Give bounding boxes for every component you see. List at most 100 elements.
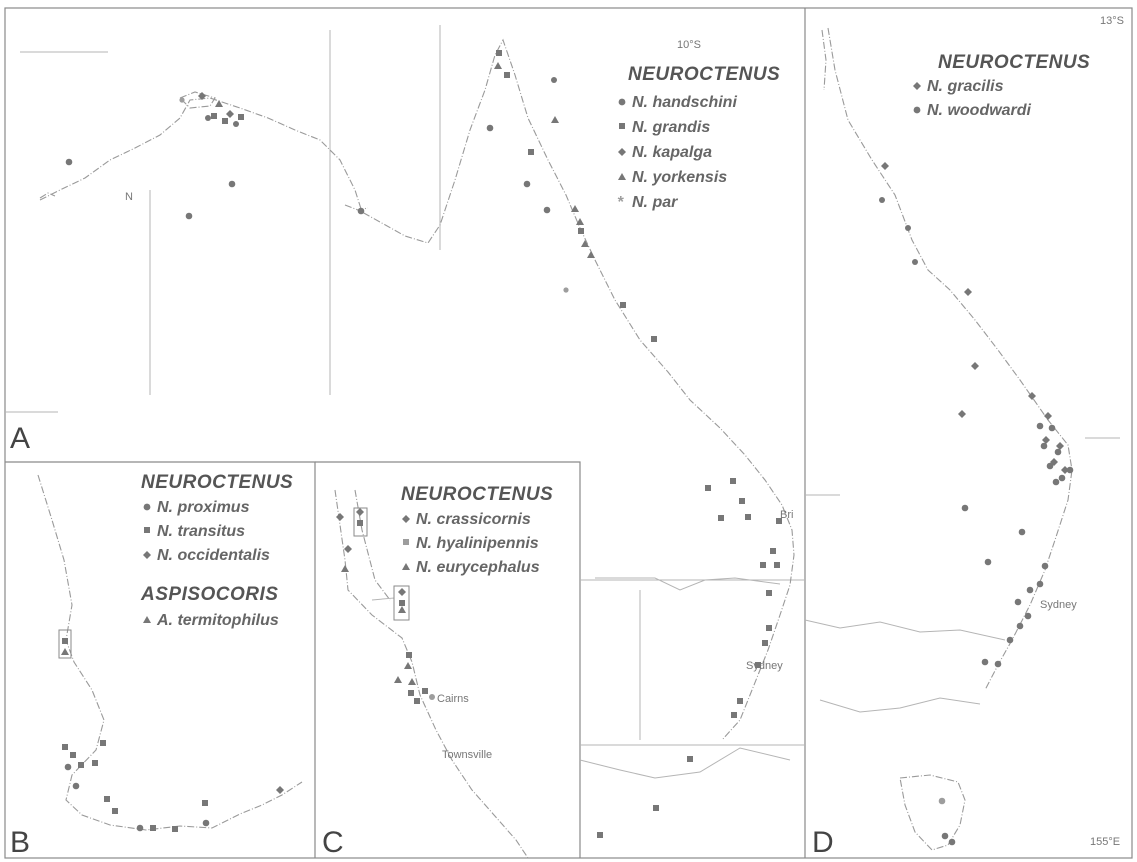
legend-genus-title: NEUROCTENUS [628, 64, 780, 85]
place-label-sydney: Sydney [746, 660, 783, 672]
n-woodwardi-point [1014, 598, 1022, 606]
n-transitus-point [62, 744, 68, 750]
northern-islands [39, 91, 369, 211]
panel-a-markers [65, 50, 782, 838]
n-handschini-point [228, 180, 236, 188]
n-grandis-point [766, 590, 772, 596]
n-grandis-point [762, 640, 768, 646]
legend-item-n-kapalga: N. kapalga [632, 144, 712, 161]
legend-genus-title: NEUROCTENUS [938, 52, 1090, 73]
n-transitus-point [62, 638, 68, 644]
legend-diamond-symbol [402, 515, 410, 523]
legend-circle-symbol [913, 106, 921, 114]
panel-a: 10°S N Bri Sydney NEUROCTENUS N. handsch… [5, 25, 805, 838]
n-eurycephalus-point [394, 676, 402, 683]
panel-b-frame [5, 461, 316, 858]
north-arrow-label: N [125, 191, 133, 203]
legend-triangle-symbol [402, 563, 410, 570]
n-woodwardi-point [1016, 622, 1024, 630]
legend-item-n-gracilis: N. gracilis [927, 78, 1004, 95]
outer-frame [4, 7, 1133, 859]
n-kapalga-point [226, 110, 234, 118]
n-woodwardi-point [1046, 462, 1054, 470]
n-transitus-point [150, 825, 156, 831]
n-transitus-point [70, 752, 76, 758]
n-grandis-point [496, 50, 502, 56]
legend-square-symbol [619, 123, 625, 129]
n-woodwardi-point [1054, 448, 1062, 456]
legend-triangle-symbol [618, 173, 626, 180]
n-grandis-point [718, 515, 724, 521]
state-borders [579, 577, 791, 779]
n-yorkensis-point [494, 62, 502, 69]
longitude-label-155e: 155°E [1090, 836, 1120, 848]
legend-genus-title: NEUROCTENUS [401, 484, 553, 505]
n-woodwardi-point [984, 558, 992, 566]
latitude-label-13s: 13°S [1100, 15, 1124, 27]
n-yorkensis-point [576, 218, 584, 225]
place-label-sydney: Sydney [1040, 599, 1077, 611]
n-woodwardi-point [905, 225, 911, 231]
legend-item-n-handschini: N. handschini [632, 94, 737, 111]
latitude-label-10s: 10°S [677, 39, 701, 51]
panel-c-legend: NEUROCTENUS N. crassicornis N. hyalinipe… [401, 484, 553, 576]
panel-a-graticule [5, 25, 805, 746]
n-transitus-point [112, 808, 118, 814]
n-woodwardi-point [1024, 612, 1032, 620]
n-grandis-point [737, 698, 743, 704]
panel-b: NEUROCTENUS N. proximus N. transitus N. … [10, 472, 303, 859]
n-hyalinipennis-point [406, 652, 412, 658]
n-woodwardi-point [1048, 424, 1056, 432]
n-proximus-point [136, 824, 144, 832]
n-grandis-point [766, 625, 772, 631]
n-grandis-point [739, 498, 745, 504]
legend-circle-symbol [618, 98, 626, 106]
n-eurycephalus-point [398, 606, 406, 613]
n-proximus-point [202, 819, 210, 827]
n-woodwardi-point [879, 197, 885, 203]
n-woodwardi-point [961, 504, 969, 512]
panel-c-markers [336, 508, 435, 704]
n-gracilis-point [971, 362, 979, 370]
n-crassicornis-point [336, 513, 344, 521]
n-woodwardi-point [912, 259, 918, 265]
n-gracilis-point [1028, 392, 1036, 400]
panel-c-frame [315, 461, 581, 858]
n-handschini-point [486, 124, 494, 132]
n-woodwardi-point [1058, 474, 1066, 482]
legend-item-n-transitus: N. transitus [157, 523, 245, 540]
legend-square-symbol [144, 527, 150, 533]
legend-item-n-eurycephalus: N. eurycephalus [416, 559, 540, 576]
legend-genus-title-aspisocoris: ASPISOCORIS [140, 584, 278, 605]
n-gracilis-point [881, 162, 889, 170]
n-gracilis-point [1042, 436, 1050, 444]
panel-b-inset-box [58, 629, 72, 659]
n-kapalga-point [198, 92, 206, 100]
panel-c-cape-york-west [354, 489, 391, 601]
n-handschini-point [551, 77, 557, 83]
a-termitophilus-point [61, 648, 69, 655]
panel-c: Cairns Townsville NEUROCTENUS N. crassic… [322, 484, 553, 859]
n-proximus-point [72, 782, 80, 790]
panel-frames [4, 7, 1133, 859]
panel-letter-a: A [10, 422, 30, 455]
n-grandis-point [745, 514, 751, 520]
n-yorkensis-point [587, 251, 595, 258]
n-hyalinipennis-point [429, 694, 435, 700]
panel-letter-c: C [322, 826, 344, 859]
n-transitus-point [104, 796, 110, 802]
legend-star-symbol: * [617, 194, 624, 211]
n-woodwardi-point [1040, 442, 1048, 450]
n-transitus-point [172, 826, 178, 832]
n-grandis-point [770, 548, 776, 554]
legend-diamond-symbol [913, 82, 921, 90]
n-woodwardi-point [1018, 528, 1026, 536]
n-grandis-point [731, 712, 737, 718]
n-woodwardi-point [1066, 466, 1074, 474]
n-grandis-point [597, 832, 603, 838]
n-grandis-point [211, 113, 217, 119]
n-grandis-point [730, 478, 736, 484]
n-woodwardi-point [1036, 422, 1044, 430]
n-grandis-point [705, 485, 711, 491]
